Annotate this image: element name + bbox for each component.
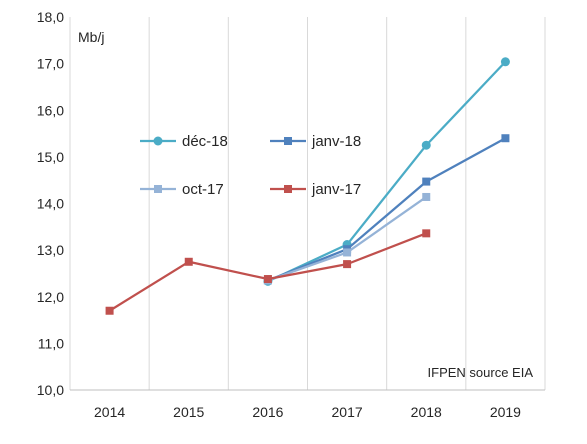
data-point bbox=[501, 134, 510, 143]
series-janv-17 bbox=[105, 229, 431, 315]
legend-marker bbox=[284, 137, 292, 145]
y-tick-label: 18,0 bbox=[37, 9, 64, 25]
legend-marker bbox=[154, 185, 162, 193]
y-tick-label: 14,0 bbox=[37, 196, 64, 212]
x-tick-label: 2017 bbox=[332, 404, 363, 420]
series-layer bbox=[105, 57, 510, 315]
x-tick-label: 2018 bbox=[411, 404, 442, 420]
x-tick-label: 2015 bbox=[173, 404, 204, 420]
series-line bbox=[267, 60, 507, 283]
legend-item: oct-17 bbox=[140, 181, 224, 198]
unit-label: Mb/j bbox=[78, 29, 104, 45]
y-tick-label: 17,0 bbox=[37, 56, 64, 72]
grid-layer bbox=[69, 17, 546, 390]
legend: déc-18 janv-18 oct-17 janv-17 bbox=[140, 133, 361, 198]
legend-marker bbox=[153, 136, 163, 146]
data-point bbox=[421, 140, 431, 150]
data-point bbox=[500, 57, 510, 67]
y-tick-label: 13,0 bbox=[37, 242, 64, 258]
data-point bbox=[263, 275, 272, 284]
source-note: IFPEN source EIA bbox=[428, 365, 534, 380]
y-tick-label: 16,0 bbox=[37, 102, 64, 118]
x-tick-label: 2014 bbox=[94, 404, 125, 420]
legend-item: janv-17 bbox=[270, 181, 361, 198]
data-point bbox=[422, 177, 431, 186]
x-tick-label: 2016 bbox=[252, 404, 283, 420]
series-line bbox=[267, 137, 506, 282]
data-point bbox=[343, 260, 352, 269]
y-tick-label: 15,0 bbox=[37, 149, 64, 165]
legend-label: oct-17 bbox=[182, 181, 224, 198]
legend-marker bbox=[284, 185, 292, 193]
y-tick-label: 11,0 bbox=[38, 335, 64, 351]
legend-item: déc-18 bbox=[140, 133, 228, 150]
data-point bbox=[422, 192, 431, 201]
axis-layer: 10,0 11,0 12,0 13,0 14,0 15,0 16,0 17,0 18,0 2014… bbox=[37, 9, 545, 420]
y-tick-label: 10,0 bbox=[37, 382, 64, 398]
legend-label: déc-18 bbox=[182, 133, 228, 150]
data-point bbox=[184, 257, 193, 266]
data-point bbox=[422, 229, 431, 238]
data-point bbox=[343, 248, 352, 257]
legend-label: janv-18 bbox=[311, 133, 361, 150]
series-line bbox=[108, 232, 427, 312]
legend-label: janv-17 bbox=[311, 181, 361, 198]
data-point bbox=[105, 306, 114, 315]
x-tick-label: 2019 bbox=[490, 404, 521, 420]
legend-item: janv-18 bbox=[270, 133, 361, 150]
y-tick-label: 12,0 bbox=[37, 289, 64, 305]
